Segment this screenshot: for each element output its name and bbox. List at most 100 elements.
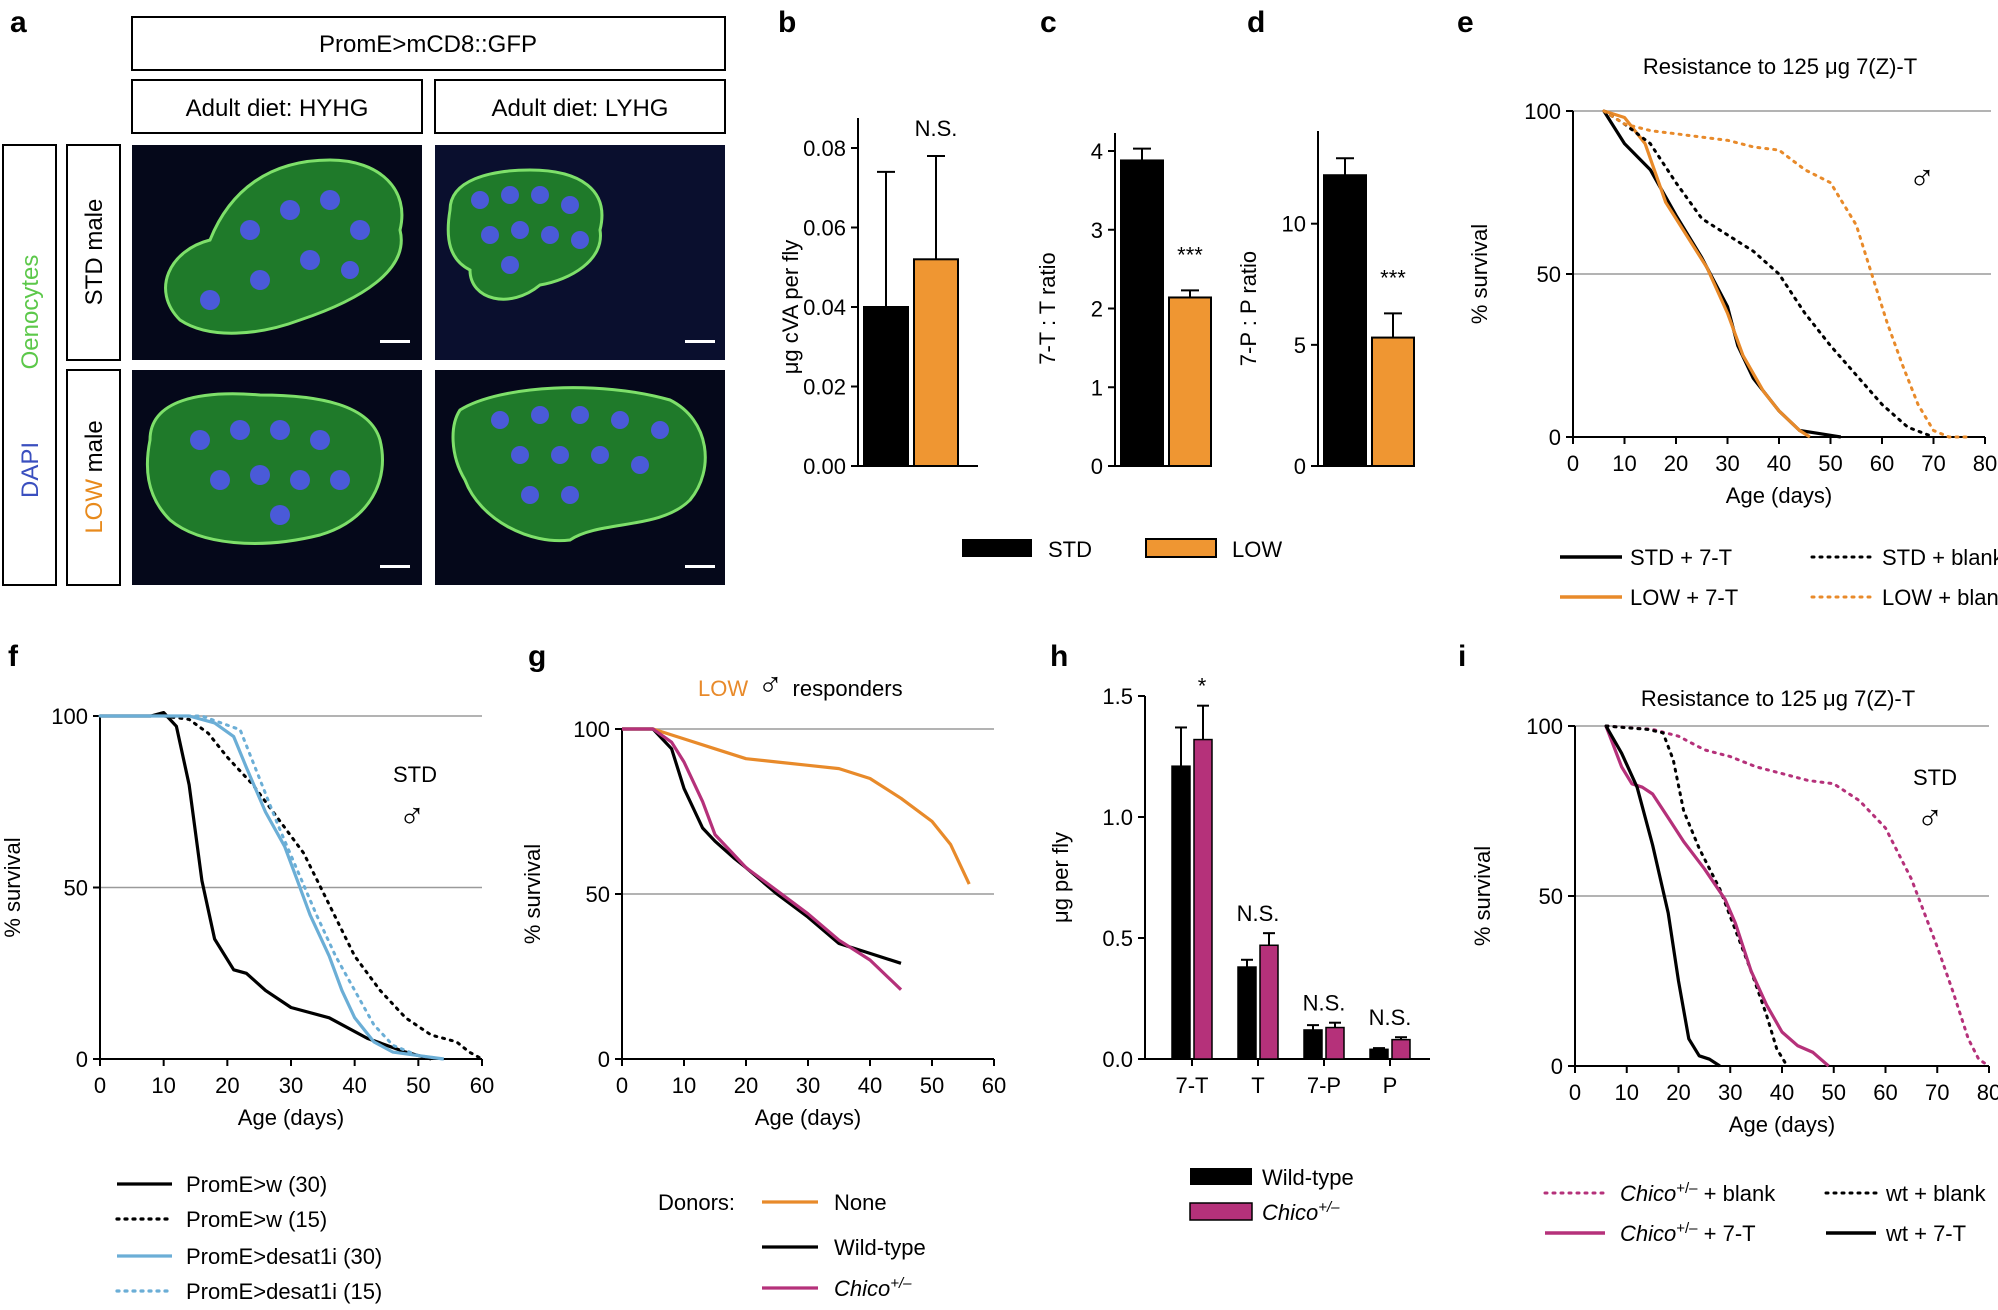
row1-box xyxy=(66,144,121,361)
legend-label-chico-sup: +/– xyxy=(1318,1199,1340,1216)
y-tick-label: 0.04 xyxy=(803,295,846,320)
x-axis-label: Age (days) xyxy=(1729,1112,1835,1137)
x-tick-label: 50 xyxy=(1822,1080,1846,1105)
x-tick-label: 40 xyxy=(1770,1080,1794,1105)
legend-label-wt: Wild-type xyxy=(1262,1165,1354,1190)
legend-label-low-blank: LOW + blank xyxy=(1882,585,1998,610)
significance-label: N.S. xyxy=(1237,901,1280,926)
x-axis-label: Age (days) xyxy=(755,1105,861,1130)
col2-label: Adult diet: LYHG xyxy=(492,95,669,122)
header-box xyxy=(131,16,726,71)
x-tick-label: 0 xyxy=(94,1073,106,1098)
y-tick-label: 0.5 xyxy=(1102,926,1133,951)
x-tick-label: 40 xyxy=(858,1073,882,1098)
row2-box xyxy=(66,369,121,586)
x-tick-label: 50 xyxy=(406,1073,430,1098)
y-axis-label: % survival xyxy=(1467,224,1492,324)
legend-label-g-1: Wild-type xyxy=(834,1235,926,1260)
y-tick-label: 2 xyxy=(1091,297,1103,322)
header-label: PromE>mCD8::GFP xyxy=(319,31,537,58)
row1-label: STD male xyxy=(81,199,108,306)
x-tick-label: 50 xyxy=(920,1073,944,1098)
y-tick-label: 10 xyxy=(1282,212,1306,237)
y-tick-label: 50 xyxy=(64,876,88,901)
x-tick-label: 7-P xyxy=(1307,1073,1341,1098)
label-std-f: STD xyxy=(393,762,437,787)
plots-layer: b c d ef g h i0.000.020.040.060.08N.S.μg cVA p… xyxy=(0,6,1998,1304)
y-axis-label: % survival xyxy=(0,837,25,937)
chart-e: 0 10 20 30 40 50 60 70 80 0 50 100 Age (days) xyxy=(1524,99,1997,508)
y-tick-label: 0 xyxy=(1294,454,1306,479)
y-tick-label: 5 xyxy=(1294,333,1306,358)
bar-std xyxy=(863,306,909,467)
legend-label-std-7t: STD + 7-T xyxy=(1630,545,1732,570)
bar-low xyxy=(1371,336,1415,468)
legend-label-chico-7t-sup: +/– xyxy=(1676,1220,1698,1237)
y-tick-label: 50 xyxy=(1537,262,1561,287)
x-tick-label: 20 xyxy=(734,1073,758,1098)
bar-7-P-0 xyxy=(1303,1029,1323,1060)
bar-std xyxy=(1323,174,1367,467)
panel-letter-c: c xyxy=(1040,6,1057,39)
y-axis-label: % survival xyxy=(520,844,545,944)
chart-b: 0.00 0.02 0.04 0.06 0.08 N.S. xyxy=(803,116,978,479)
legend-label-wt-blank: wt + blank xyxy=(1885,1181,1987,1206)
row2-label-low: LOW xyxy=(81,479,108,534)
series-line xyxy=(98,714,446,1061)
y-tick-label: 50 xyxy=(1539,884,1563,909)
legend-label-chico-blank: Chico+/– + blank xyxy=(1620,1180,1776,1207)
y-tick-label: 1.5 xyxy=(1102,684,1133,709)
y-tick-label: 100 xyxy=(573,717,610,742)
panel-letter-f: f xyxy=(8,640,19,673)
x-axis-label: Age (days) xyxy=(238,1105,344,1130)
row2-label: LOW male xyxy=(81,420,108,533)
x-tick-label: 70 xyxy=(1921,451,1945,476)
series-line xyxy=(100,714,445,1061)
x-tick-label: 40 xyxy=(1767,451,1791,476)
y-tick-label: 3 xyxy=(1091,218,1103,243)
legend-label-f-2: PromE>desat1i (30) xyxy=(186,1244,382,1269)
title-g-rest: responders xyxy=(793,676,903,701)
micrograph-low-hyhg xyxy=(132,370,422,585)
col2-box xyxy=(434,79,726,134)
x-tick-label: 10 xyxy=(1612,451,1636,476)
x-tick-label: 20 xyxy=(1666,1080,1690,1105)
y-tick-label: 4 xyxy=(1091,139,1103,164)
title-g-symbol: ♂ xyxy=(748,666,792,704)
chart-title-e: Resistance to 125 μg 7(Z)-T xyxy=(1643,54,1917,79)
x-tick-label: 30 xyxy=(279,1073,303,1098)
col1-box xyxy=(131,79,423,134)
chart-title-g: LOW ♂ responders xyxy=(698,666,903,704)
label-std-i: STD xyxy=(1913,765,1957,790)
legend-label-std: STD xyxy=(1048,537,1092,562)
y-tick-label: 0.08 xyxy=(803,136,846,161)
bar-low xyxy=(913,258,959,467)
micrograph-std-hyhg xyxy=(132,145,422,360)
x-tick-label: 60 xyxy=(1870,451,1894,476)
series-line xyxy=(622,727,902,965)
row2-label-male: male xyxy=(81,420,108,479)
x-tick-label: 80 xyxy=(1977,1080,1998,1105)
y-tick-label: 0.00 xyxy=(803,454,846,479)
legend-label-low-7t: LOW + 7-T xyxy=(1630,585,1738,610)
male-symbol-f: ♂ xyxy=(399,795,426,836)
significance-label: N.S. xyxy=(915,116,958,141)
legend-label-chico-blank-sup: +/– xyxy=(1676,1180,1698,1197)
legend-label-g-0: None xyxy=(834,1190,887,1215)
legend-label-g-2: Chico+/– xyxy=(834,1275,912,1302)
x-axis-label: Age (days) xyxy=(1726,483,1832,508)
series-line xyxy=(98,714,484,1061)
x-tick-label: T xyxy=(1251,1073,1264,1098)
micrograph-low-lyhg xyxy=(435,370,725,585)
series-line xyxy=(1602,109,1971,439)
chart-g: 0 10 20 30 40 50 60 0 50 100 Age (days) xyxy=(573,717,1006,1130)
panel-letter-g: g xyxy=(528,640,546,673)
y-axis-label-h: μg per fly xyxy=(1048,832,1073,923)
legend-swatch-wt xyxy=(1190,1168,1252,1185)
bar-P-0 xyxy=(1369,1048,1389,1060)
panel-letter-b: b xyxy=(778,6,796,39)
legend-label-f-3: PromE>desat1i (15) xyxy=(186,1279,382,1304)
side-label-dapi: DAPI xyxy=(17,442,44,498)
x-tick-label: 0 xyxy=(1569,1080,1581,1105)
